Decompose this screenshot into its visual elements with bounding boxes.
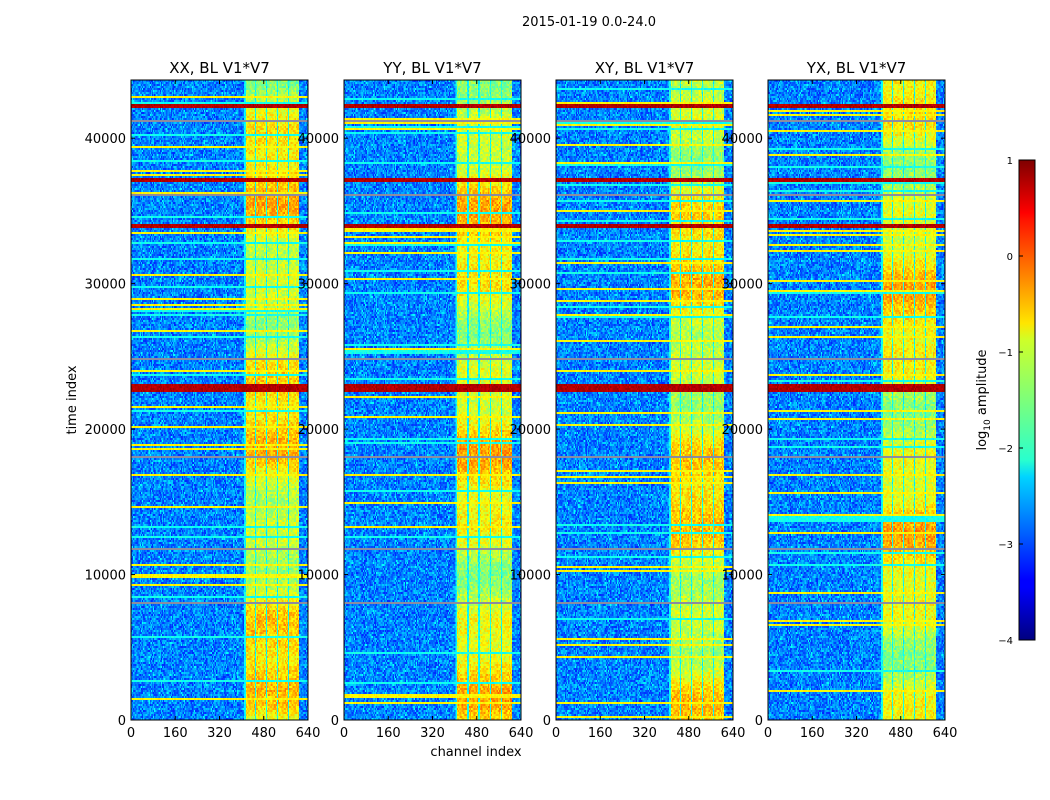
colorbar: 10−1−2−3−4 log10 amplitude xyxy=(975,156,1036,647)
y-tick-label: 40000 xyxy=(510,132,551,147)
y-tick-label: 20000 xyxy=(722,423,763,438)
x-tick-label: 640 xyxy=(721,726,746,741)
panel-title: YX, BL V1*V7 xyxy=(806,59,907,77)
y-tick-label: 10000 xyxy=(298,569,339,584)
colorbar-tick-label: −3 xyxy=(998,540,1013,551)
heatmap-panel-4: YX, BL V1*V7 0 160 320 480 640 0 10000 20000 3000… xyxy=(722,59,958,741)
x-tick-label: 640 xyxy=(296,726,321,741)
colorbar-tick-label: −4 xyxy=(998,636,1013,647)
x-axis-label: channel index xyxy=(430,745,521,760)
x-tick-label: 160 xyxy=(588,726,613,741)
x-tick-label: 640 xyxy=(509,726,534,741)
y-tick-label: 20000 xyxy=(510,423,551,438)
x-tick-label: 640 xyxy=(933,726,958,741)
colorbar-label: log10 amplitude xyxy=(975,349,993,450)
x-tick-label: 0 xyxy=(127,726,135,741)
y-tick-label: 10000 xyxy=(510,569,551,584)
y-tick-label: 40000 xyxy=(298,132,339,147)
x-tick-label: 0 xyxy=(340,726,348,741)
y-axis-label: time index xyxy=(65,365,80,434)
x-tick-label: 480 xyxy=(888,726,913,741)
y-tick-label: 40000 xyxy=(85,132,126,147)
y-tick-label: 0 xyxy=(543,714,551,729)
y-tick-label: 0 xyxy=(755,714,763,729)
heatmap-panels: XX, BL V1*V7 0 160 320 480 640 0 10000 20000 3000… xyxy=(65,59,957,760)
x-tick-label: 480 xyxy=(676,726,701,741)
x-tick-label: 320 xyxy=(420,726,445,741)
heatmap-image xyxy=(556,80,733,720)
x-tick-label: 480 xyxy=(251,726,276,741)
y-tick-label: 20000 xyxy=(298,423,339,438)
heatmap-panel-2: YY, BL V1*V7 0 160 320 480 640 0 10000 20000 3000… xyxy=(298,59,534,760)
y-tick-label: 30000 xyxy=(722,278,763,293)
y-tick-label: 10000 xyxy=(85,569,126,584)
colorbar-label-log: log xyxy=(975,431,990,451)
colorbar-tick-label: 0 xyxy=(1007,252,1013,263)
x-tick-label: 320 xyxy=(844,726,869,741)
figure-title: 2015-01-19 0.0-24.0 xyxy=(522,15,656,30)
x-tick-label: 320 xyxy=(207,726,232,741)
x-tick-label: 320 xyxy=(632,726,657,741)
colorbar-gradient xyxy=(1018,159,1036,641)
heatmap-panel-1: XX, BL V1*V7 0 160 320 480 640 0 10000 20000 3000… xyxy=(65,59,320,741)
x-tick-label: 480 xyxy=(464,726,489,741)
y-tick-label: 20000 xyxy=(85,423,126,438)
x-tick-label: 0 xyxy=(552,726,560,741)
heatmap-panel-3: XY, BL V1*V7 0 160 320 480 640 0 10000 20000 3000… xyxy=(510,59,746,741)
heatmap-image xyxy=(344,80,521,720)
colorbar-label-sub: 10 xyxy=(983,419,993,431)
x-tick-label: 160 xyxy=(376,726,401,741)
y-tick-label: 30000 xyxy=(85,278,126,293)
heatmap-image xyxy=(768,80,945,720)
y-tick-label: 10000 xyxy=(722,569,763,584)
y-tick-label: 30000 xyxy=(298,278,339,293)
y-tick-label: 30000 xyxy=(510,278,551,293)
colorbar-label-rest: amplitude xyxy=(975,349,990,419)
x-tick-label: 0 xyxy=(764,726,772,741)
x-tick-label: 160 xyxy=(163,726,188,741)
colorbar-ticks: 1 0 −1 −2 −3 −4 xyxy=(998,156,1023,647)
colorbar-tick-label: −1 xyxy=(998,348,1013,359)
y-tick-label: 40000 xyxy=(722,132,763,147)
panel-title: YY, BL V1*V7 xyxy=(382,59,481,77)
x-tick-label: 160 xyxy=(800,726,825,741)
panel-title: XX, BL V1*V7 xyxy=(169,59,270,77)
colorbar-tick-label: 1 xyxy=(1007,156,1013,167)
heatmap-image xyxy=(131,80,308,720)
y-tick-label: 0 xyxy=(331,714,339,729)
colorbar-tick-label: −2 xyxy=(998,444,1013,455)
panel-title: XY, BL V1*V7 xyxy=(595,59,695,77)
y-tick-label: 0 xyxy=(118,714,126,729)
